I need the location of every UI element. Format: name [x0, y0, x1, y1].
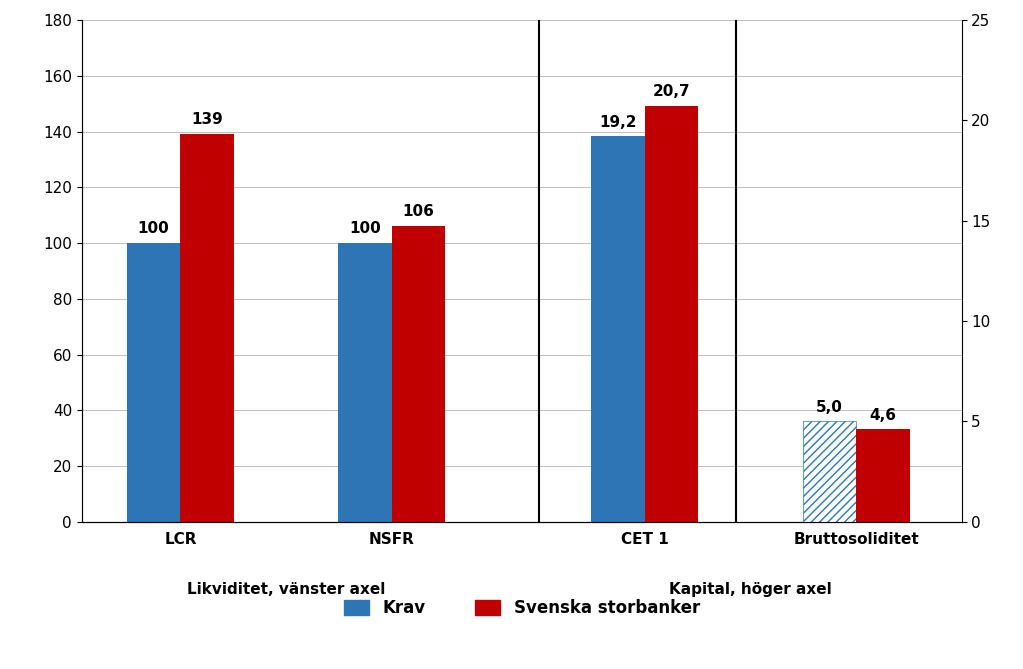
- Bar: [180, 134, 234, 522]
- Text: 100: 100: [138, 221, 170, 236]
- Text: 20,7: 20,7: [653, 84, 691, 100]
- Text: 19,2: 19,2: [599, 114, 637, 130]
- Text: 5,0: 5,0: [816, 399, 843, 415]
- Legend: Krav, Svenska storbanker: Krav, Svenska storbanker: [337, 593, 707, 624]
- Bar: [127, 243, 180, 522]
- Text: 139: 139: [191, 112, 223, 127]
- Bar: [856, 429, 909, 522]
- Bar: [338, 243, 392, 522]
- Text: 100: 100: [349, 221, 381, 236]
- Bar: [644, 106, 699, 522]
- Text: Likviditet, vänster axel: Likviditet, vänster axel: [187, 582, 385, 597]
- Text: 4,6: 4,6: [870, 407, 896, 423]
- Bar: [803, 421, 856, 522]
- Bar: [591, 136, 644, 522]
- Text: 106: 106: [402, 204, 434, 219]
- Bar: [392, 226, 445, 522]
- Text: Kapital, höger axel: Kapital, höger axel: [669, 582, 832, 597]
